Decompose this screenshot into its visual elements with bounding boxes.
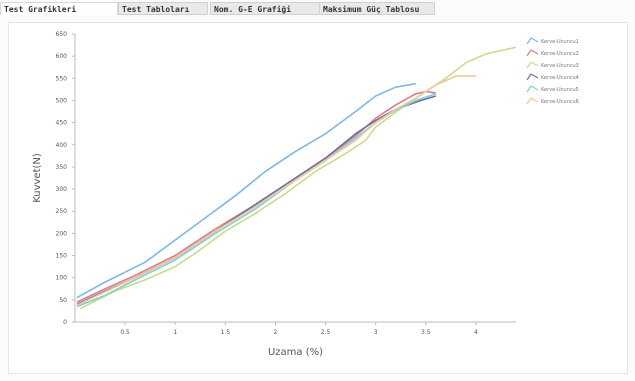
- legend-swatch-2: [526, 49, 539, 57]
- series-line-3: [79, 46, 517, 310]
- legend-swatch-5: [526, 85, 539, 93]
- y-axis-title: Kuvvet(N): [32, 153, 43, 203]
- series-line-4: [76, 95, 437, 306]
- y-tick-label: 450: [56, 120, 68, 127]
- series-line-1: [76, 82, 416, 299]
- y-tick-label: 250: [56, 208, 68, 215]
- y-tick-label: 550: [56, 75, 68, 82]
- x-tick-label: 1.5: [221, 329, 231, 336]
- x-tick-label: 0.5: [120, 329, 130, 336]
- y-tick-label: 350: [56, 164, 68, 171]
- tab-test-tablolari[interactable]: Test Tabloları: [118, 2, 208, 15]
- tab-maksimum-guc-tablosu[interactable]: Maksimum Güç Tablosu: [319, 2, 435, 15]
- y-tick-label: 150: [56, 253, 68, 260]
- tab-bar: Test Grafikleri Test Tabloları Nom. G-E …: [0, 0, 635, 18]
- y-tick-label: 650: [56, 31, 68, 38]
- legend: Kerve-Ucuncu1 Kerve-Ucuncu2 Kerve-Ucuncu3 K…: [526, 37, 579, 105]
- legend-label-1: Kerve-Ucuncu1: [541, 39, 579, 45]
- y-tick-label: 200: [56, 230, 68, 237]
- series-line-6: [76, 75, 476, 306]
- chart-panel: [8, 22, 628, 374]
- legend-swatch-1: [526, 37, 539, 45]
- legend-label-6: Kerve-Ucuncu6: [541, 99, 579, 105]
- y-tick-label: 100: [56, 275, 68, 282]
- x-tick-label: 1: [173, 329, 177, 336]
- x-tick-label: 2: [274, 329, 278, 336]
- y-tick-label: 400: [56, 142, 68, 149]
- x-tick-label: 3.5: [421, 329, 431, 336]
- y-tick-label: 0: [63, 319, 67, 326]
- legend-label-2: Kerve-Ucuncu2: [541, 51, 579, 57]
- y-tick-label: 500: [56, 97, 68, 104]
- x-tick-label: 3: [374, 329, 378, 336]
- y-tick-label: 600: [56, 53, 68, 60]
- tab-test-grafikleri[interactable]: Test Grafikleri: [0, 2, 118, 15]
- series-line-5: [76, 93, 437, 308]
- x-axis-title: Uzama (%): [268, 347, 323, 358]
- legend-swatch-6: [526, 97, 539, 105]
- legend-swatch-3: [526, 61, 539, 69]
- legend-label-5: Kerve-Ucuncu5: [541, 87, 579, 93]
- legend-swatch-4: [526, 73, 539, 81]
- x-tick-label: 2.5: [321, 329, 331, 336]
- legend-label-3: Kerve-Ucuncu3: [541, 63, 579, 69]
- legend-label-4: Kerve-Ucuncu4: [541, 75, 579, 81]
- y-tick-label: 300: [56, 186, 68, 193]
- y-tick-label: 50: [59, 297, 67, 304]
- x-tick-label: 4: [474, 329, 478, 336]
